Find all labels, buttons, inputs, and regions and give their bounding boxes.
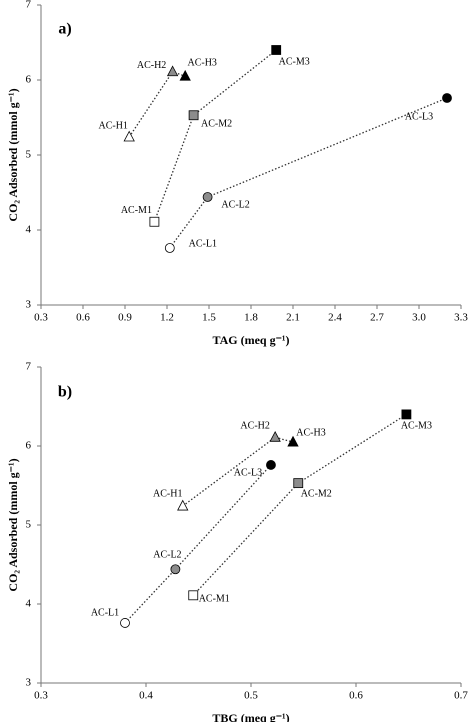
marker [202,192,213,202]
marker [271,45,282,55]
x-tick-label: 0.6 [76,312,90,324]
x-tick-label: 0.3 [34,312,48,324]
point-label: AC-H1 [153,488,182,499]
marker [166,65,179,77]
marker [287,435,299,447]
marker [177,499,189,511]
marker [188,110,199,121]
marker [120,618,130,628]
marker [170,564,181,575]
marker [188,590,199,601]
y-tick-label: 3 [26,299,32,311]
y-axis-title: CO₂ Adsorbed (mmol g⁻¹) [6,88,20,221]
point-label: AC-L1 [91,607,119,618]
marker [442,93,452,103]
series-line [182,436,294,507]
x-tick-label: 3.3 [454,312,468,324]
marker [401,409,412,420]
series-line [192,413,407,596]
x-tick-label: 0.4 [139,690,153,702]
x-tick-label: 2.7 [370,312,384,324]
x-tick-label: 1.8 [244,312,258,324]
point-label: AC-H1 [98,120,127,131]
x-axis-title: TBG (meq g⁻¹) [212,711,289,722]
y-axis-title: CO₂ Adsorbed (mmol g⁻¹) [6,458,20,591]
point-label: AC-M1 [121,205,152,216]
point-label: AC-M1 [199,594,230,605]
y-tick-label: 5 [26,149,32,161]
x-tick-label: 2.1 [286,312,300,324]
panel-label: a) [58,21,71,38]
point-label: AC-H3 [296,427,325,438]
point-label: AC-H3 [187,58,216,69]
x-tick-label: 1.5 [202,312,216,324]
x-tick-label: 0.5 [244,690,258,702]
x-tick-label: 0.9 [118,312,132,324]
point-label: AC-L2 [153,550,181,561]
point-label: AC-H2 [240,421,269,432]
point-label: AC-L3 [234,467,262,478]
marker [123,130,135,142]
point-label: AC-L1 [189,238,217,249]
y-tick-label: 6 [26,74,32,86]
point-label: AC-H2 [137,60,166,71]
marker [293,478,304,489]
x-tick-label: 3.0 [412,312,426,324]
marker [164,243,175,253]
y-tick-label: 3 [26,677,32,689]
point-label: AC-M2 [301,488,332,499]
series-line [128,70,186,138]
marker [266,460,276,470]
x-tick-label: 0.6 [349,690,363,702]
point-label: AC-L3 [405,111,433,122]
point-label: AC-M3 [401,421,432,432]
x-tick-label: 0.7 [454,690,468,702]
marker [179,69,191,81]
y-tick-label: 5 [26,519,32,531]
x-axis-title: TAG (meq g⁻¹) [212,333,289,347]
point-label: AC-M3 [279,56,310,67]
marker [269,430,281,442]
point-label: AC-M2 [201,119,232,130]
marker [149,216,160,227]
x-tick-label: 0.3 [34,690,48,702]
panel-label: b) [58,384,72,401]
y-tick-label: 7 [26,0,32,11]
y-tick-label: 7 [26,361,32,373]
point-label: AC-L2 [221,199,249,210]
y-tick-label: 4 [26,598,32,610]
x-tick-label: 1.2 [160,312,174,324]
y-tick-label: 6 [26,440,32,452]
x-tick-label: 2.4 [328,312,342,324]
y-tick-label: 4 [26,224,32,236]
